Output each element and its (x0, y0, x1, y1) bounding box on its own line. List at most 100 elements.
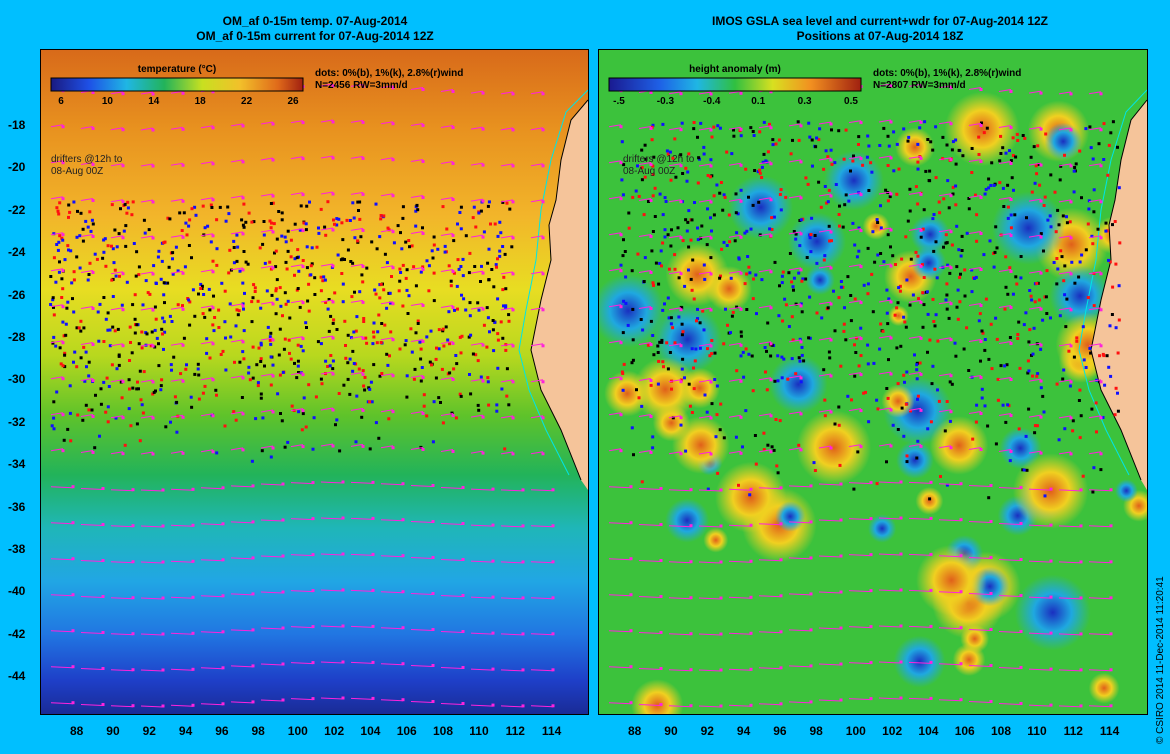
drifter-dot-blue (1063, 427, 1067, 431)
drifter-dot-red (804, 176, 808, 180)
drifter-dot-blue (414, 224, 418, 228)
current-vector (470, 704, 494, 707)
drifter-dot-red (743, 282, 747, 286)
drifter-dot-black (269, 202, 273, 205)
current-vector (80, 378, 94, 381)
drifter-dot-red (128, 387, 131, 391)
drifter-dot-blue (169, 420, 172, 424)
drifter-dot-black (640, 178, 644, 182)
current-vector (698, 451, 712, 455)
vector-head (919, 300, 923, 304)
drifter-dot-blue (352, 216, 356, 220)
drifter-dot-blue (500, 387, 504, 391)
drifter-dot-red (1118, 241, 1122, 245)
vector-head (451, 414, 455, 417)
drifter-dot-black (658, 340, 662, 344)
drifter-dot-black (66, 427, 70, 431)
current-vector (848, 554, 872, 557)
vector-head (481, 415, 485, 419)
drifter-dot-red (781, 270, 785, 274)
drifter-dot-red (916, 202, 920, 206)
drifter-dot-blue (787, 325, 791, 328)
current-vector (1028, 596, 1052, 599)
current-vector (638, 704, 662, 706)
drifter-dot-black (102, 296, 106, 299)
vector-head (311, 481, 315, 485)
vector-head (619, 125, 623, 129)
drifter-dot-blue (358, 290, 362, 294)
drifter-dot-red (1114, 386, 1118, 390)
vector-head (709, 380, 713, 384)
current-vector (410, 159, 424, 162)
drifter-dot-red (1055, 382, 1059, 386)
current-vector (698, 163, 712, 167)
current-vector (440, 413, 454, 416)
drifter-dot-blue (730, 152, 734, 156)
current-vector (500, 705, 524, 708)
drifter-dot-blue (957, 248, 961, 252)
vector-head (829, 194, 833, 198)
current-vector (998, 523, 1022, 525)
vector-head (61, 305, 65, 309)
current-vector (80, 450, 94, 453)
drifter-dot-red (1086, 222, 1090, 226)
vector-head (131, 668, 135, 672)
drifter-dot-blue (897, 286, 901, 290)
drifter-dot-blue (97, 339, 101, 343)
drifter-dot-blue (734, 435, 738, 439)
drifter-dot-red (995, 337, 999, 341)
vector-head (271, 158, 275, 162)
current-vector (80, 632, 104, 634)
drifter-dot-blue (709, 216, 712, 220)
drifter-dot-red (665, 341, 669, 345)
current-vector (1088, 91, 1102, 95)
current-vector (1028, 560, 1052, 563)
current-vector (410, 339, 424, 342)
drifter-dot-red (72, 270, 76, 274)
drifter-dot-red (486, 376, 490, 380)
drifter-dot-black (993, 250, 997, 254)
drifter-dot-red (1095, 430, 1098, 434)
drifter-dot-red (1044, 132, 1048, 136)
drifter-dot-black (188, 323, 192, 327)
drifter-dot-red (104, 264, 108, 268)
lon-tick-label: 106 (954, 724, 975, 738)
drifter-dot-blue (176, 269, 180, 273)
drifter-dot-black (686, 220, 690, 224)
drifter-dot-black (713, 351, 717, 355)
current-vector (500, 271, 514, 275)
drifter-dot-red (129, 424, 133, 428)
drifter-dot-red (179, 372, 183, 376)
drifter-dot-black (1004, 285, 1008, 289)
drifter-dot-black (75, 326, 79, 330)
drifter-dot-black (1072, 355, 1076, 359)
drifter-dot-black (961, 154, 965, 158)
drifter-dot-blue (760, 278, 764, 282)
drifter-dot-red (1068, 220, 1072, 224)
current-vector (728, 378, 742, 382)
current-vector (1058, 307, 1072, 311)
vector-head (451, 90, 455, 93)
vector-head (491, 559, 495, 563)
drifter-dot-black (700, 224, 704, 228)
current-vector (1028, 414, 1042, 418)
vector-head (809, 556, 813, 560)
vector-head (181, 379, 185, 383)
vector-head (739, 271, 743, 275)
vector-head (869, 661, 873, 665)
current-vector (320, 625, 344, 628)
drifter-dot-red (332, 318, 336, 322)
drifter-dot-blue (1103, 383, 1107, 387)
drifter-dot-blue (205, 351, 209, 355)
vector-head (61, 377, 65, 381)
drifter-dot-red (936, 339, 940, 343)
drifter-dot-blue (93, 252, 97, 256)
drifter-dot-black (967, 207, 971, 211)
current-vector (848, 662, 872, 665)
vector-head (401, 518, 405, 522)
drifter-dot-red (79, 319, 83, 323)
drifter-dot-blue (502, 304, 505, 308)
drifter-dot-red (719, 402, 723, 406)
drifter-dot-red (898, 284, 902, 288)
drifter-dot-red (388, 354, 391, 358)
